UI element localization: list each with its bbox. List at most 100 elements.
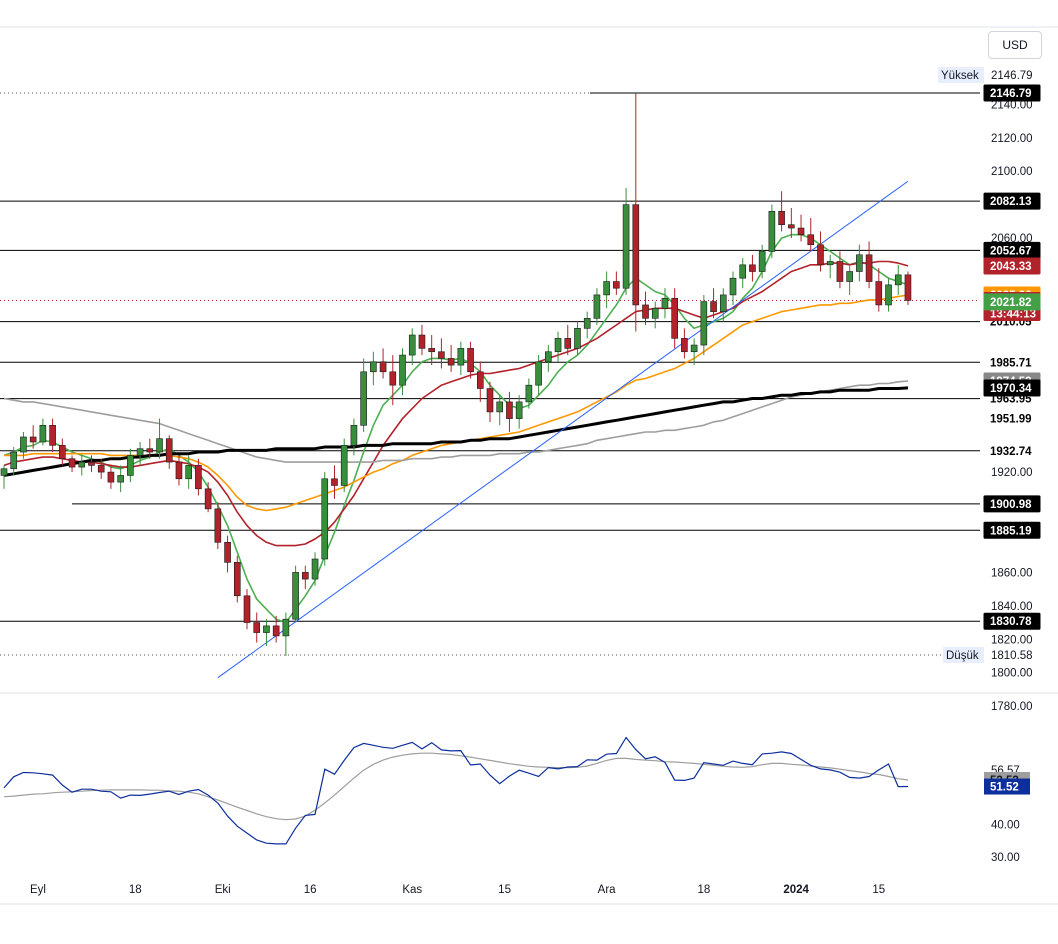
candle[interactable] [97, 458, 105, 479]
candle[interactable] [204, 482, 212, 513]
candle[interactable] [321, 472, 329, 566]
price-axis[interactable]: 2140.002120.002100.002060.001920.001860.… [983, 84, 1041, 713]
level-badge-1900.98[interactable]: 1900.98 [983, 495, 1041, 513]
candle[interactable] [836, 251, 844, 289]
candle[interactable] [719, 288, 727, 322]
candle[interactable] [476, 361, 484, 402]
candle[interactable] [68, 455, 76, 473]
candle[interactable] [545, 345, 552, 372]
candle[interactable] [340, 438, 348, 493]
candles[interactable] [0, 93, 912, 656]
candle[interactable] [457, 341, 465, 376]
candle[interactable] [622, 187, 630, 295]
price-badge-2043.33[interactable]: 2043.33 [983, 257, 1041, 275]
candle[interactable] [29, 425, 37, 449]
candle[interactable] [418, 324, 426, 356]
price-badge-1951.99[interactable]: 1951.99 [983, 410, 1041, 428]
candle[interactable] [496, 395, 504, 426]
candle[interactable] [642, 291, 649, 325]
candle[interactable] [904, 271, 912, 305]
currency-button[interactable]: USD [988, 31, 1042, 59]
level-badge-2052.67[interactable]: 2052.67 [983, 241, 1041, 259]
horizontal-levels[interactable] [0, 92, 980, 656]
candle[interactable] [894, 264, 902, 295]
candle[interactable] [554, 331, 562, 362]
candle[interactable] [127, 448, 134, 483]
candle[interactable] [360, 358, 367, 432]
price-badge-1970.34[interactable]: 1970.34 [983, 379, 1041, 397]
candle[interactable] [486, 381, 494, 422]
candle[interactable] [185, 455, 192, 489]
candle[interactable] [350, 418, 358, 456]
candle[interactable] [233, 555, 241, 603]
candle[interactable] [39, 418, 47, 446]
candle[interactable] [535, 355, 542, 396]
level-badge-2146.79[interactable]: 2146.79 [983, 84, 1041, 102]
candle[interactable] [146, 438, 154, 459]
trendline[interactable] [217, 180, 909, 679]
candle[interactable] [856, 244, 863, 282]
candle[interactable] [768, 204, 776, 259]
candle[interactable] [525, 378, 533, 409]
candle[interactable] [331, 465, 338, 499]
candle[interactable] [574, 321, 581, 356]
candle[interactable] [253, 612, 261, 643]
candle[interactable] [826, 254, 834, 279]
candle[interactable] [447, 345, 455, 372]
price-badge-2021.82[interactable]: 2021.82 [983, 293, 1041, 311]
candle[interactable] [632, 93, 640, 332]
candle[interactable] [603, 271, 610, 309]
candle[interactable] [156, 418, 163, 459]
candle[interactable] [214, 502, 222, 549]
rsi-badge-51.52[interactable]: 51.52 [984, 778, 1030, 795]
candle[interactable] [311, 552, 319, 586]
candle[interactable] [292, 565, 299, 623]
candle[interactable] [59, 438, 66, 466]
candle[interactable] [593, 288, 601, 325]
candle[interactable] [408, 328, 416, 366]
candle[interactable] [195, 458, 202, 496]
candle[interactable] [739, 258, 747, 289]
candle[interactable] [865, 241, 873, 289]
candle[interactable] [700, 294, 708, 356]
candle[interactable] [506, 391, 513, 432]
candle[interactable] [671, 288, 678, 349]
candle[interactable] [263, 619, 270, 646]
candle[interactable] [758, 244, 766, 279]
candle[interactable] [272, 615, 280, 643]
candle[interactable] [399, 348, 406, 396]
candle[interactable] [613, 271, 620, 295]
level-badge-1885.19[interactable]: 1885.19 [983, 521, 1041, 539]
candle[interactable] [690, 338, 698, 366]
candle[interactable] [282, 612, 290, 656]
candle[interactable] [78, 455, 86, 476]
candle[interactable] [370, 351, 377, 386]
candle[interactable] [885, 278, 892, 312]
level-badge-2082.13[interactable]: 2082.13 [983, 192, 1041, 210]
level-badge-1932.74[interactable]: 1932.74 [983, 442, 1041, 460]
trendline-layer[interactable] [217, 180, 909, 679]
candle[interactable] [117, 465, 124, 493]
candle[interactable] [846, 264, 853, 295]
candle[interactable] [797, 214, 805, 242]
candle[interactable] [428, 335, 435, 366]
candle[interactable] [302, 565, 309, 590]
candle[interactable] [564, 324, 572, 356]
candle[interactable] [749, 254, 756, 282]
candle[interactable] [875, 268, 883, 312]
candle[interactable] [817, 231, 824, 272]
time-axis[interactable]: Eyl 18 Eki 16 Kas 15 Ara 18 2024 15 [30, 884, 885, 896]
candle[interactable] [583, 311, 591, 339]
candle[interactable] [88, 455, 95, 473]
candle[interactable] [243, 589, 251, 630]
candle[interactable] [729, 271, 737, 305]
level-badge-1985.71[interactable]: 1985.71 [983, 353, 1041, 371]
candle[interactable] [10, 447, 18, 476]
candle[interactable] [224, 535, 231, 573]
candle[interactable] [379, 348, 387, 379]
candle[interactable] [788, 207, 795, 239]
candle[interactable] [681, 328, 688, 359]
